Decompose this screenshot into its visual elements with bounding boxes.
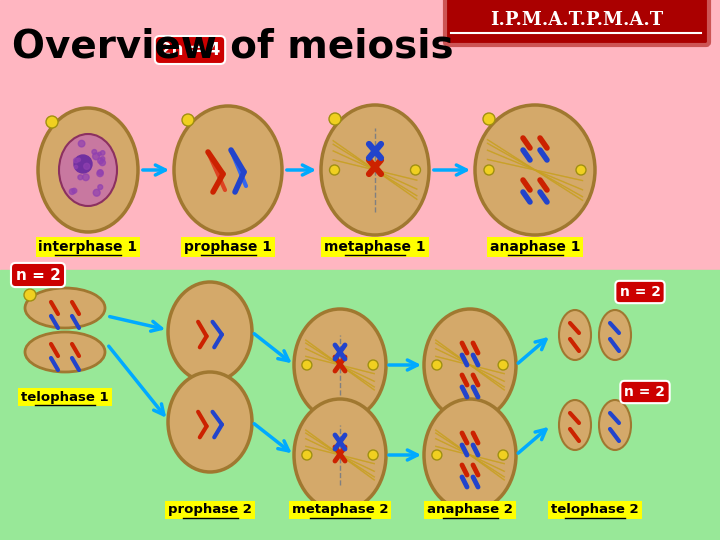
Circle shape [98,152,102,156]
Ellipse shape [168,372,252,472]
Circle shape [74,155,92,173]
Text: metaphase 1: metaphase 1 [324,240,426,254]
Circle shape [498,360,508,370]
Circle shape [84,163,90,170]
Bar [0,0,720,270]
Text: interphase 1: interphase 1 [38,240,138,254]
Circle shape [78,140,85,147]
Circle shape [77,158,81,161]
Circle shape [99,160,105,166]
Ellipse shape [25,332,105,372]
Text: Overview of meiosis: Overview of meiosis [12,28,454,66]
Text: prophase 1: prophase 1 [184,240,272,254]
Circle shape [93,190,100,196]
Text: telophase 1: telophase 1 [21,390,109,403]
Circle shape [78,175,83,180]
Ellipse shape [424,309,516,421]
Text: metaphase 2: metaphase 2 [292,503,388,516]
Circle shape [432,360,442,370]
Circle shape [329,113,341,125]
Circle shape [96,170,103,177]
Circle shape [483,113,495,125]
Ellipse shape [294,309,386,421]
Text: anaphase 1: anaphase 1 [490,240,580,254]
Ellipse shape [475,105,595,235]
Ellipse shape [168,282,252,382]
Circle shape [74,165,78,168]
Circle shape [576,165,586,175]
Circle shape [93,153,99,160]
Circle shape [368,450,378,460]
Text: n = 2: n = 2 [624,385,665,399]
Ellipse shape [599,310,631,360]
Bar [0,270,720,540]
Circle shape [69,189,75,194]
Text: I.P.M.A.T.P.M.A.T: I.P.M.A.T.P.M.A.T [490,11,664,29]
Circle shape [72,188,77,193]
Circle shape [410,165,420,175]
Text: anaphase 2: anaphase 2 [427,503,513,516]
Circle shape [98,185,103,190]
Circle shape [92,150,96,154]
Circle shape [330,165,340,175]
Circle shape [100,151,105,155]
Circle shape [101,157,105,161]
Circle shape [73,158,78,163]
Ellipse shape [25,288,105,328]
Text: 2n = 4: 2n = 4 [160,41,220,59]
Circle shape [302,360,312,370]
Circle shape [498,450,508,460]
Circle shape [484,165,494,175]
Circle shape [24,289,36,301]
Ellipse shape [559,310,591,360]
Circle shape [302,450,312,460]
FancyBboxPatch shape [445,0,709,45]
Ellipse shape [294,399,386,511]
Circle shape [46,116,58,128]
Ellipse shape [321,105,429,235]
Circle shape [98,158,104,164]
Ellipse shape [38,108,138,232]
Ellipse shape [424,399,516,511]
Text: prophase 2: prophase 2 [168,503,252,516]
Ellipse shape [559,400,591,450]
Circle shape [98,170,103,175]
Circle shape [368,360,378,370]
Circle shape [83,174,89,180]
Text: n = 2: n = 2 [619,285,660,299]
Circle shape [432,450,442,460]
Text: telophase 2: telophase 2 [552,503,639,516]
Text: n = 2: n = 2 [16,267,60,282]
Ellipse shape [599,400,631,450]
Circle shape [182,114,194,126]
Ellipse shape [59,134,117,206]
Ellipse shape [174,106,282,234]
